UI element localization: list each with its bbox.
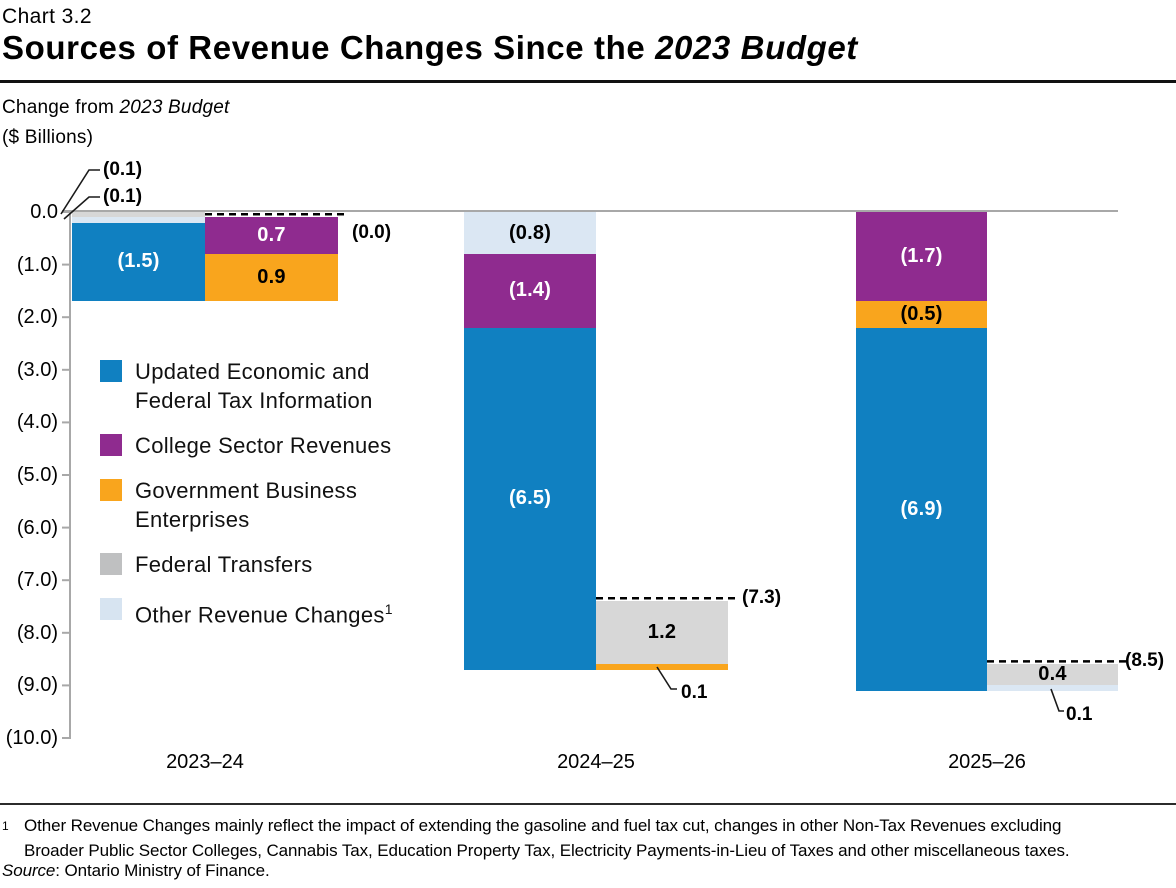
category-label: 2023–24 [166, 751, 244, 773]
legend-swatch-college [100, 434, 122, 456]
y-axis-tick-label: (1.0) [16, 253, 58, 276]
bar-segment-other [987, 685, 1118, 691]
y-axis-tick-label: 0.0 [30, 201, 58, 223]
chart-title: Sources of Revenue Changes Since the 202… [2, 29, 858, 67]
bar-segment-federal: 1.2 [596, 601, 728, 665]
legend-item-college: College Sector Revenues [100, 431, 400, 460]
category-label: 2025–26 [948, 751, 1026, 773]
bar-segment-college: (1.7) [856, 212, 987, 302]
net-value-label: (8.5) [1125, 650, 1165, 672]
bar-value-label: (1.7) [900, 245, 943, 268]
chart-area: 0.0 (1.0) (2.0) (3.0) (4.0) (5.0) (6.0) (7.0) (8… [5, 159, 1165, 773]
callout-label: 0.1 [681, 682, 708, 703]
bar-segment-gbe: 0.9 [205, 254, 338, 302]
legend-item-label: Updated Economic and Federal Tax Informa… [135, 359, 373, 413]
legend-item-federal: Federal Transfers [100, 550, 400, 579]
y-axis-tick-label: (5.0) [16, 464, 58, 486]
legend-item-gbe: Government Business Enterprises [100, 476, 400, 534]
net-value-label: (0.0) [352, 222, 392, 244]
legend-swatch-gbe [100, 479, 122, 501]
chart-title-text: Sources of Revenue Changes Since the [2, 29, 656, 66]
bar-segment-updated: (6.9) [856, 327, 987, 691]
callout-label: (0.1) [103, 186, 143, 207]
bar-value-label: (1.4) [508, 279, 552, 302]
bar-segment-updated: (1.5) [72, 222, 205, 302]
bar-segment-college: (1.4) [464, 254, 596, 328]
title-divider [0, 80, 1176, 83]
y-axis-tick-label: (4.0) [16, 411, 58, 434]
chart-number: Chart 3.2 [2, 5, 92, 28]
y-axis-tick-label: (2.0) [16, 306, 58, 329]
y-axis-tick-label: (6.0) [16, 516, 58, 539]
bar-value-label: (0.5) [900, 303, 943, 326]
legend-item-updated: Updated Economic and Federal Tax Informa… [100, 357, 400, 415]
source-label: Source [2, 861, 56, 880]
bar-segment-federal [72, 212, 205, 218]
legend-footnote-marker: 1 [384, 601, 393, 617]
chart-subtitle: Change from 2023 Budget [2, 97, 230, 118]
bar-value-label: 1.2 [647, 621, 677, 644]
y-axis-tick-label: (3.0) [16, 358, 58, 381]
source-line: Source: Ontario Ministry of Finance. [2, 861, 270, 881]
y-axis-tick-label: (9.0) [16, 674, 58, 697]
legend: Updated Economic and Federal Tax Informa… [100, 357, 400, 645]
source-text: : Ontario Ministry of Finance. [55, 861, 270, 880]
bar-segment-gbe [596, 664, 728, 670]
bar-value-label: 0.9 [257, 266, 286, 289]
net-value-label: (7.3) [742, 587, 782, 609]
legend-item-label: Government Business Enterprises [135, 478, 358, 532]
bar-value-label: (1.5) [117, 250, 160, 273]
category-label: 2024–25 [557, 751, 635, 773]
bar-value-label: 0.7 [257, 224, 286, 247]
callout-label: (0.1) [103, 159, 143, 180]
y-axis-tick-label: (7.0) [16, 569, 58, 592]
bar-segment-updated: (6.5) [464, 327, 596, 670]
legend-item-label: Federal Transfers [135, 552, 313, 577]
chart-title-italic: 2023 Budget [655, 29, 858, 66]
y-axis-tick-label: (10.0) [5, 727, 58, 749]
bar-segment-other: (0.8) [464, 212, 596, 255]
footnote: 1 Other Revenue Changes mainly reflect t… [2, 813, 1094, 863]
units-label: ($ Billions) [2, 127, 94, 148]
legend-item-label: Other Revenue Changes1 [135, 601, 393, 628]
bar-segment-gbe: (0.5) [856, 301, 987, 328]
legend-swatch-other [100, 598, 122, 620]
bar-value-label: (6.9) [900, 497, 943, 520]
footnote-marker: 1 [2, 819, 9, 833]
legend-item-other: Other Revenue Changes1 [100, 595, 400, 629]
legend-swatch-federal [100, 553, 122, 575]
footnote-text: Other Revenue Changes mainly reflect the… [24, 816, 1070, 860]
bar-value-label: (0.8) [508, 221, 552, 244]
legend-swatch-updated [100, 360, 122, 382]
bar-segment-college: 0.7 [205, 217, 338, 255]
bar-segment-federal: 0.4 [987, 663, 1118, 686]
bar-value-label: (6.5) [508, 487, 552, 510]
legend-item-label: College Sector Revenues [135, 433, 392, 458]
callout-label: 0.1 [1066, 704, 1093, 725]
y-axis-tick-label: (8.0) [16, 621, 58, 644]
footnote-divider [0, 803, 1176, 805]
bar-value-label: 0.4 [1038, 663, 1067, 686]
bar-segment-other [72, 217, 205, 223]
